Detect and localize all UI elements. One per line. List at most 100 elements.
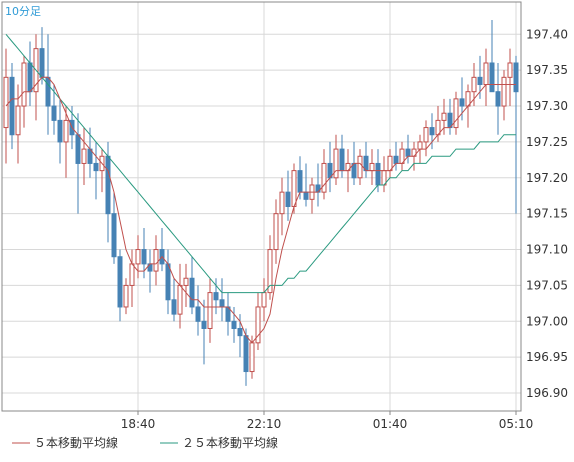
- candle-body: [15, 105, 21, 136]
- candle-body: [231, 320, 237, 329]
- candle: [51, 84, 57, 135]
- candle-body: [471, 76, 477, 93]
- candle: [423, 120, 429, 157]
- candle-body: [429, 127, 435, 136]
- x-tick-label: 18:40: [121, 417, 156, 431]
- candle: [57, 98, 63, 164]
- candle-body: [285, 191, 291, 208]
- x-axis: 18:40 22:10 01:40 05:10: [121, 411, 534, 431]
- candle-body: [513, 62, 519, 93]
- candle: [231, 306, 237, 343]
- candle-body: [207, 292, 213, 329]
- candle-body: [489, 62, 495, 93]
- candle: [117, 249, 123, 322]
- candle-body: [405, 148, 411, 157]
- candle-body: [237, 327, 243, 337]
- candle-body: [495, 91, 501, 107]
- candle-body: [369, 162, 375, 172]
- candle-body: [105, 155, 111, 215]
- candle-body: [27, 62, 33, 93]
- candle-body: [195, 306, 201, 322]
- candle-body: [249, 342, 255, 373]
- candle: [141, 228, 147, 279]
- candle: [279, 177, 285, 236]
- candle-body: [111, 213, 117, 258]
- candle-body: [123, 284, 129, 308]
- candle: [285, 170, 291, 221]
- candle-body: [63, 119, 69, 143]
- y-tick-label: 197.25: [526, 135, 568, 149]
- y-tick-label: 197.40: [526, 27, 568, 41]
- candle-body: [75, 134, 81, 164]
- candle-body: [423, 127, 429, 143]
- candle-body: [153, 249, 159, 272]
- candle: [81, 127, 87, 185]
- candle-body: [501, 76, 507, 107]
- y-tick-label: 197.15: [526, 207, 568, 221]
- candle-body: [507, 62, 513, 78]
- candle-body: [375, 162, 381, 186]
- candle: [507, 48, 513, 107]
- legend-item: ２５本移動平均線: [160, 435, 278, 450]
- candle-body: [171, 299, 177, 315]
- candle-body: [129, 263, 135, 286]
- candle-body: [321, 162, 327, 193]
- candle: [201, 299, 207, 365]
- candle: [501, 70, 507, 121]
- candle: [495, 62, 501, 135]
- candle-body: [333, 148, 339, 179]
- candle-body: [303, 191, 309, 200]
- plot-frame: [1, 1, 522, 412]
- x-tick-label: 22:10: [247, 417, 282, 431]
- candle: [333, 134, 339, 185]
- candle-body: [297, 170, 303, 193]
- candle: [63, 106, 69, 178]
- moving-averages: [5, 33, 516, 344]
- candle: [93, 141, 99, 200]
- candles: [3, 19, 519, 386]
- candle-body: [135, 249, 141, 265]
- candle: [183, 263, 189, 307]
- x-tick-label: 01:40: [373, 417, 408, 431]
- candle: [489, 19, 495, 93]
- candle: [123, 278, 129, 315]
- candle-body: [273, 213, 279, 251]
- legend: ５本移動平均線 ２５本移動平均線: [12, 435, 278, 450]
- candle-body: [3, 76, 9, 129]
- candle-body: [483, 62, 489, 86]
- candle: [9, 62, 15, 150]
- candle: [453, 91, 459, 135]
- candle-body: [219, 299, 225, 308]
- y-axis: 197.40 197.35 197.30 197.25 197.20 197.15 197.…: [526, 27, 568, 400]
- legend-label: ２５本移動平均線: [182, 435, 278, 450]
- candle-body: [339, 148, 345, 172]
- candle-body: [117, 256, 123, 308]
- candle-body: [9, 76, 15, 136]
- candle: [357, 149, 363, 185]
- y-tick-label: 196.95: [526, 350, 568, 364]
- candle: [15, 84, 21, 164]
- chart-title: 10分足: [5, 5, 41, 18]
- candle: [441, 98, 447, 135]
- candle: [255, 292, 261, 351]
- candle-body: [21, 62, 27, 107]
- candle: [153, 235, 159, 286]
- candle-body: [81, 148, 87, 164]
- x-tick-label: 05:10: [499, 417, 534, 431]
- candle-body: [57, 119, 63, 143]
- candle-body: [45, 76, 51, 107]
- candle: [213, 278, 219, 315]
- candle-body: [291, 170, 297, 207]
- candle-body: [477, 76, 483, 86]
- candle-body: [243, 335, 249, 373]
- candle-body: [213, 292, 219, 301]
- legend-item: ５本移動平均線: [12, 435, 118, 450]
- candle: [321, 149, 327, 200]
- ma25-line: [5, 33, 516, 294]
- candle: [267, 235, 273, 300]
- candle-body: [51, 105, 57, 121]
- candle-body: [201, 320, 207, 329]
- candle: [171, 278, 177, 322]
